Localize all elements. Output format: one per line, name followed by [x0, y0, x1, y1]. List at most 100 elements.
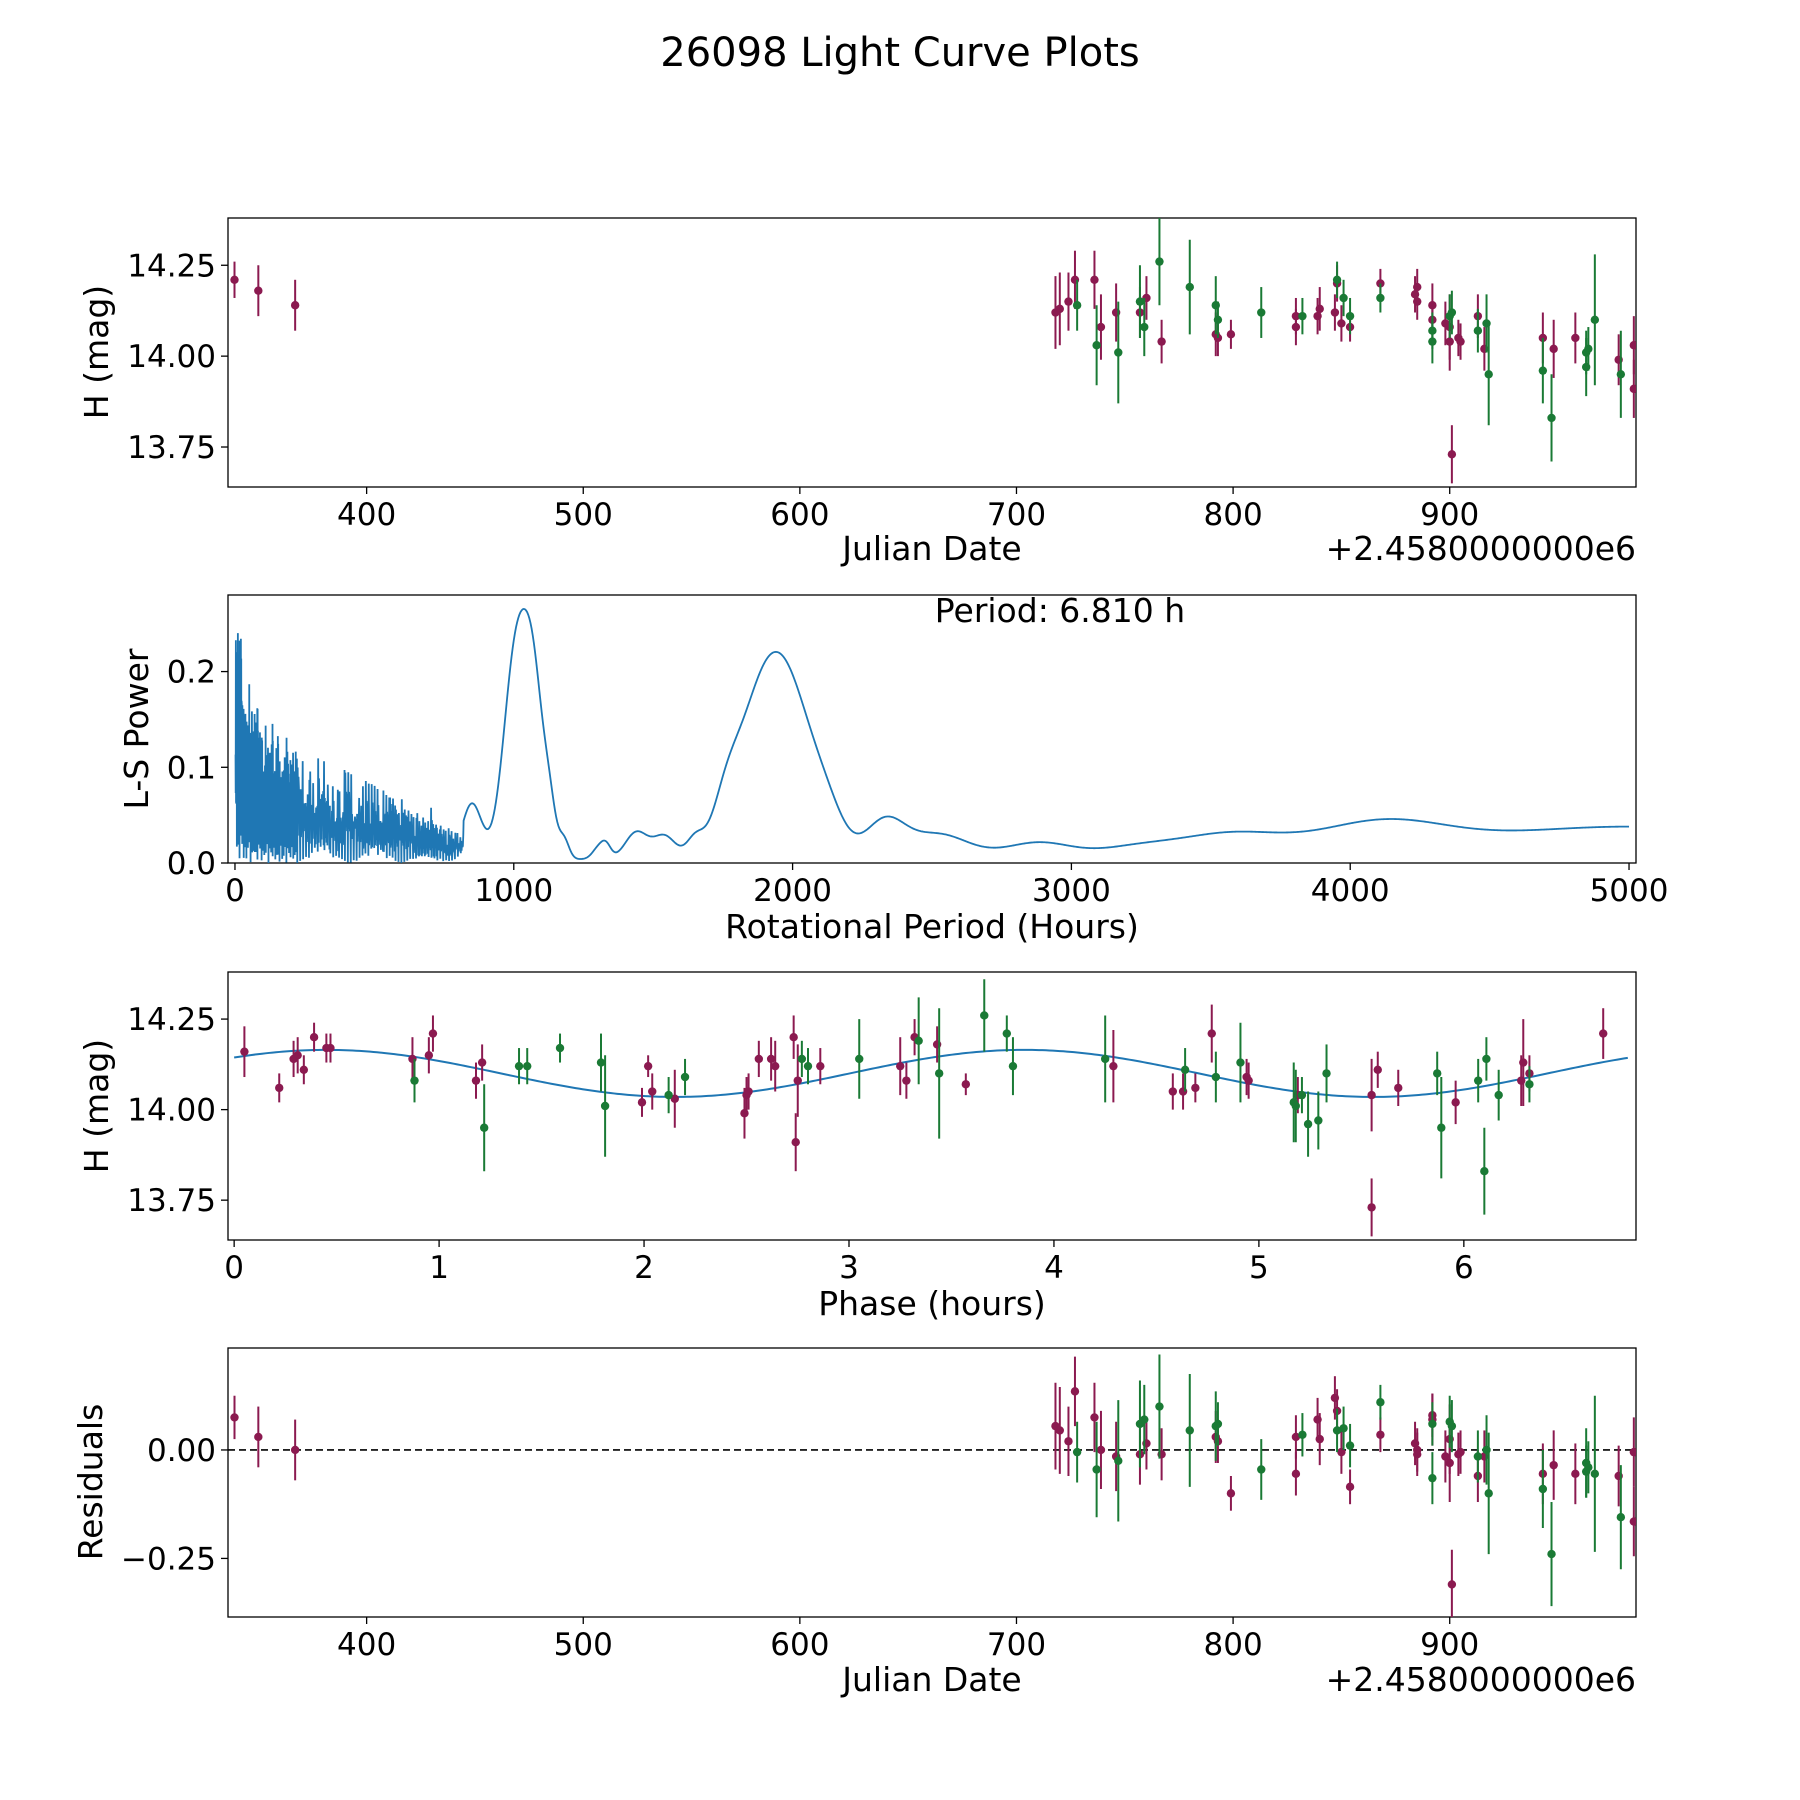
magenta-data-point	[254, 1406, 263, 1468]
green-data-point	[1339, 1406, 1348, 1450]
magenta-data-point	[1376, 1417, 1385, 1453]
green-data-point	[797, 1040, 807, 1078]
x-tick-label: 5000	[1590, 873, 1669, 909]
green-data-point	[410, 1058, 419, 1103]
x-tick-label: 0	[224, 1250, 244, 1286]
green-data-point	[1484, 323, 1493, 426]
y-tick-label: −0.25	[121, 1541, 216, 1577]
green-data-point	[514, 1048, 524, 1085]
x-tick-label: 400	[337, 497, 396, 533]
magenta-data-point	[428, 1015, 438, 1052]
magenta-data-point	[1064, 1406, 1073, 1476]
magenta-data-point	[293, 1037, 302, 1074]
green-data-point	[1180, 1048, 1190, 1092]
magenta-data-point	[471, 1062, 481, 1099]
magenta-data-point	[744, 1073, 753, 1110]
x-tick-label: 3000	[1032, 873, 1111, 909]
green-data-point	[1616, 330, 1626, 418]
y-tick-label: 0.00	[147, 1433, 216, 1469]
green-data-point	[934, 1008, 944, 1139]
magenta-data-point	[1109, 1029, 1118, 1103]
green-data-point	[1584, 327, 1593, 371]
magenta-data-point	[240, 1026, 249, 1078]
magenta-data-point	[290, 279, 300, 331]
periodogram-panel: 0 1000 2000 3000 4000 5000 0.0 0.1 0.2 Period: 6…	[117, 591, 1668, 946]
green-data-point	[1008, 1037, 1018, 1096]
residuals-ylabel: Residuals	[71, 1404, 110, 1561]
x-tick-label: 4000	[1311, 873, 1390, 909]
phased-xlabel: Phase (hours)	[818, 1284, 1046, 1323]
green-data-point	[1547, 374, 1556, 462]
magenta-data-point	[477, 1044, 487, 1081]
green-data-point	[1547, 1502, 1556, 1607]
figure-title: 26098 Light Curve Plots	[660, 30, 1139, 76]
magenta-data-point	[754, 1040, 764, 1078]
residuals-ticks: 400 500 600 700 800 900 −0.25 0.00	[121, 1433, 1479, 1663]
magenta-data-point	[1207, 1004, 1216, 1063]
magenta-data-point	[1337, 1430, 1346, 1474]
green-data-point	[664, 1077, 673, 1114]
magenta-data-point	[1373, 1051, 1382, 1088]
x-tick-label: 900	[1420, 1627, 1479, 1663]
y-tick-label: 0.2	[167, 655, 216, 691]
green-data-point	[1525, 1066, 1534, 1103]
green-data-point	[1314, 1091, 1323, 1150]
green-data-point	[1339, 279, 1348, 317]
magenta-data-point	[1394, 1069, 1403, 1106]
phased-panel: 0 1 2 3 4 5 6 13.75 14.00 14.25 Phase (hours) H (…	[77, 971, 1637, 1323]
magenta-data-point	[1549, 319, 1558, 378]
green-data-point	[1437, 1077, 1446, 1179]
green-data-point	[1428, 1402, 1437, 1446]
magenta-data-point	[1337, 305, 1346, 342]
green-data-point	[1332, 1408, 1342, 1453]
magenta-data-point	[1244, 1062, 1253, 1099]
magenta-data-point	[766, 1037, 776, 1081]
green-data-point	[1155, 218, 1164, 306]
residuals-plot-area	[227, 1347, 1637, 1618]
magenta-data-point	[1447, 425, 1457, 484]
green-data-point	[479, 1084, 489, 1172]
green-data-point	[1257, 287, 1266, 338]
green-data-point	[1140, 297, 1149, 357]
periodogram-plot-area	[227, 594, 1637, 864]
periodogram-xlabel: Rotational Period (Hours)	[725, 907, 1139, 946]
green-data-point	[1185, 1374, 1194, 1487]
magenta-data-point	[1549, 1430, 1558, 1500]
magenta-data-point	[1055, 1387, 1065, 1474]
x-tick-label: 1000	[474, 873, 553, 909]
x-tick-label: 600	[770, 1627, 829, 1663]
magenta-data-point	[1157, 319, 1166, 364]
period-annotation: Period: 6.810 h	[935, 591, 1185, 630]
green-data-point	[855, 1019, 864, 1099]
phased-plot-area	[227, 971, 1637, 1241]
magenta-data-point	[1413, 268, 1422, 306]
x-tick-label: 0	[225, 873, 245, 909]
magenta-data-point	[1571, 1443, 1580, 1505]
green-data-point	[1590, 254, 1600, 386]
magenta-data-point	[1629, 359, 1636, 418]
green-data-point	[523, 1048, 532, 1085]
green-data-point	[1376, 1384, 1385, 1420]
magenta-data-point	[299, 1055, 309, 1085]
green-data-point	[1322, 1044, 1331, 1103]
green-data-point	[1480, 1127, 1489, 1215]
magenta-data-point	[1345, 1469, 1355, 1505]
green-data-point	[1298, 1413, 1307, 1457]
magenta-data-point	[1191, 1073, 1200, 1103]
green-data-point	[1590, 1395, 1600, 1552]
y-tick-label: 14.25	[127, 1002, 216, 1038]
magenta-data-point	[1447, 1549, 1457, 1617]
magenta-data-point	[1413, 1432, 1422, 1476]
periodogram-ylabel: L-S Power	[117, 648, 156, 809]
magenta-data-point	[1090, 250, 1099, 309]
magenta-data-point	[1629, 1417, 1636, 1487]
phased-marks	[233, 979, 1628, 1237]
magenta-data-point	[1096, 294, 1106, 360]
x-tick-label: 400	[337, 1627, 396, 1663]
magenta-data-point	[643, 1055, 653, 1078]
magenta-data-point	[1330, 294, 1340, 331]
green-data-point	[1297, 1077, 1307, 1114]
periodogram-ticks: 0 1000 2000 3000 4000 5000 0.0 0.1 0.2	[167, 655, 1669, 909]
magenta-data-point	[1629, 1486, 1636, 1557]
y-tick-label: 13.75	[127, 430, 216, 466]
